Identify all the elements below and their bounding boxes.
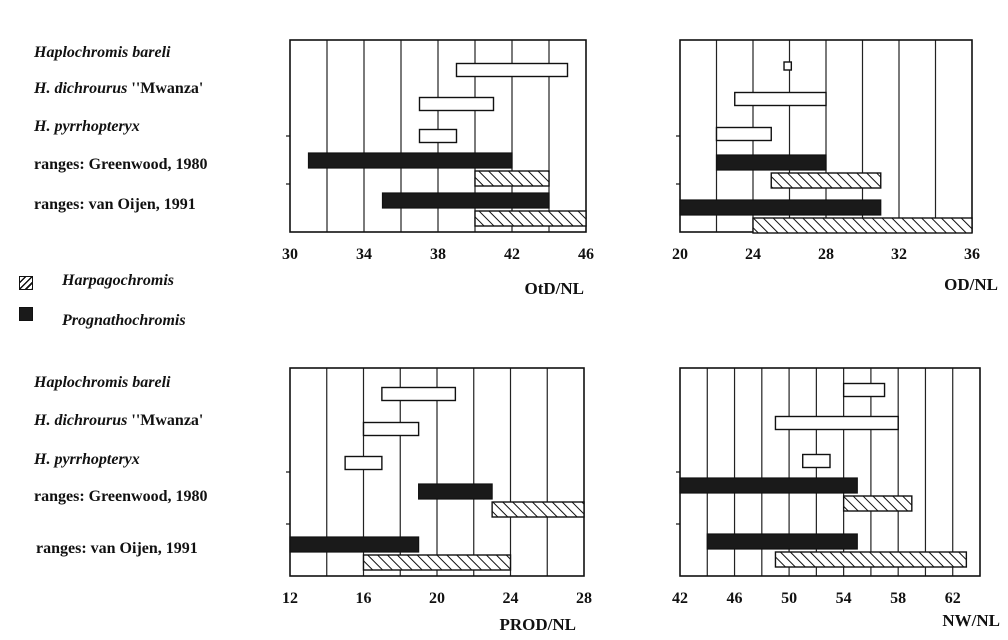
row-label-genus: H. [34, 80, 51, 97]
row-label-species: dichrourus [54, 412, 128, 429]
x-axis-title: OD/NL [944, 275, 998, 294]
row-label-population: ''Mwanza' [131, 80, 204, 97]
row-label-species: bareli [132, 44, 171, 61]
row-label-population: ''Mwanza' [131, 412, 204, 429]
row-label-species: dichrourus [54, 80, 128, 97]
x-axis-title: PROD/NL [500, 615, 577, 634]
range-bar-harpagochromis [474, 210, 587, 227]
row-label-genus: H. [34, 451, 51, 468]
range-bar-species [344, 455, 383, 471]
legend-label-prognathochromis: Prognathochromis [62, 312, 186, 329]
x-tick-label: 28 [818, 246, 834, 263]
range-bar-prognathochromis [706, 533, 858, 550]
x-tick-label: 42 [504, 246, 520, 263]
x-tick-label: 50 [781, 590, 797, 607]
row-label-pyrrhopteryx-bottom: H. pyrrhopteryx [34, 451, 140, 469]
row-label-genus: Haplochromis [34, 44, 129, 61]
row-label-greenwood-bottom: ranges: Greenwood, 1980 [34, 488, 208, 505]
x-axis-title: OtD/NL [525, 279, 585, 298]
range-bar-prognathochromis [418, 483, 493, 500]
row-label-bareli-bottom: Haplochromis bareli [34, 374, 170, 392]
row-label-vanoijen-bottom: ranges: van Oijen, 1991 [36, 540, 198, 557]
chart-panel-3: 12 16 20 24 28 PROD/NL [282, 367, 592, 634]
range-bar-species [715, 126, 772, 142]
range-bar-harpagochromis [842, 495, 913, 512]
row-label-genus: Haplochromis [34, 374, 129, 391]
range-bar-species [418, 128, 458, 144]
row-label-genus: H. [34, 118, 51, 135]
x-tick-label: 30 [282, 246, 298, 263]
range-bar-harpagochromis [474, 170, 550, 187]
x-axis-title: NW/NL [942, 611, 1000, 630]
range-bar-species [381, 386, 457, 402]
range-bar-prognathochromis [679, 477, 858, 494]
chart-panel-4: 42 46 50 54 58 62 NW/NL [672, 367, 1000, 630]
row-label-species: bareli [132, 374, 171, 391]
range-bar-species [802, 453, 831, 469]
x-tick-label: 20 [429, 590, 445, 607]
range-bar-harpagochromis [491, 501, 585, 518]
range-bar-species [842, 382, 886, 398]
x-tick-label: 34 [356, 246, 372, 263]
x-tick-label: 28 [576, 590, 592, 607]
range-bar-harpagochromis [362, 554, 512, 571]
row-label-dichrourus-top: H. dichrourus ''Mwanza' [34, 80, 203, 98]
range-bar-species [774, 415, 899, 431]
row-label-species: pyrrhopteryx [54, 451, 140, 468]
range-bar-harpagochromis [774, 551, 968, 568]
x-tick-label: 12 [282, 590, 298, 607]
legend-swatch-harpagochromis [19, 276, 33, 290]
range-bar-prognathochromis [381, 192, 550, 209]
x-tick-label: 58 [890, 590, 906, 607]
range-bar-species [455, 62, 569, 78]
range-bar-prognathochromis [307, 152, 513, 169]
chart-panel-2: 20 24 28 32 36 OD/NL [672, 39, 998, 294]
range-bar-species [418, 96, 495, 112]
range-bar-species [734, 91, 827, 107]
range-bar-harpagochromis [752, 217, 973, 234]
range-bar-harpagochromis [770, 172, 882, 189]
row-label-dichrourus-bottom: H. dichrourus ''Mwanza' [34, 412, 203, 430]
range-bar-prognathochromis [679, 199, 882, 216]
range-bar-prognathochromis [715, 154, 827, 171]
x-tick-label: 24 [745, 246, 761, 263]
x-tick-label: 32 [891, 246, 907, 263]
row-label-greenwood-top: ranges: Greenwood, 1980 [34, 156, 208, 173]
row-label-bareli-top: Haplochromis bareli [34, 44, 170, 62]
row-label-species: pyrrhopteryx [54, 118, 140, 135]
x-tick-label: 38 [430, 246, 446, 263]
x-tick-label: 24 [503, 590, 519, 607]
range-bar-species [783, 61, 793, 71]
x-tick-label: 20 [672, 246, 688, 263]
x-tick-label: 46 [727, 590, 743, 607]
range-bar-prognathochromis [289, 536, 420, 553]
x-tick-label: 16 [356, 590, 372, 607]
range-bar-species [362, 421, 420, 437]
x-tick-label: 46 [578, 246, 594, 263]
row-label-genus: H. [34, 412, 51, 429]
x-tick-label: 36 [964, 246, 980, 263]
row-label-vanoijen-top: ranges: van Oijen, 1991 [34, 196, 196, 213]
legend-swatch-prognathochromis [19, 307, 33, 321]
x-tick-label: 54 [836, 590, 852, 607]
chart-panel-1: 30 34 38 42 46 OtD/NL [282, 39, 594, 298]
row-label-pyrrhopteryx-top: H. pyrrhopteryx [34, 118, 140, 136]
x-tick-label: 62 [945, 590, 961, 607]
x-tick-label: 42 [672, 590, 688, 607]
legend-label-harpagochromis: Harpagochromis [62, 272, 175, 289]
